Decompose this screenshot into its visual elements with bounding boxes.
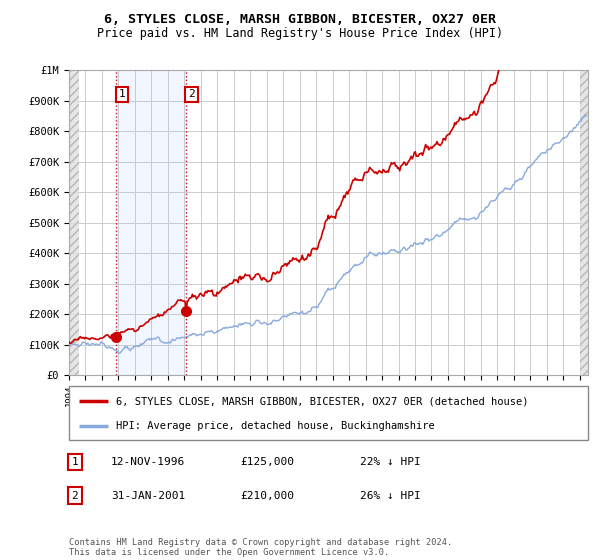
Text: 6, STYLES CLOSE, MARSH GIBBON, BICESTER, OX27 0ER (detached house): 6, STYLES CLOSE, MARSH GIBBON, BICESTER,… <box>116 396 528 407</box>
Text: 1: 1 <box>119 90 125 100</box>
Text: 2: 2 <box>71 491 79 501</box>
Text: 22% ↓ HPI: 22% ↓ HPI <box>360 457 421 467</box>
Text: 12-NOV-1996: 12-NOV-1996 <box>111 457 185 467</box>
Text: £125,000: £125,000 <box>240 457 294 467</box>
Text: 1: 1 <box>71 457 79 467</box>
Text: £210,000: £210,000 <box>240 491 294 501</box>
Text: 31-JAN-2001: 31-JAN-2001 <box>111 491 185 501</box>
Text: 2: 2 <box>188 90 195 100</box>
Text: HPI: Average price, detached house, Buckinghamshire: HPI: Average price, detached house, Buck… <box>116 421 434 431</box>
Text: Price paid vs. HM Land Registry's House Price Index (HPI): Price paid vs. HM Land Registry's House … <box>97 27 503 40</box>
Bar <box>116 70 185 375</box>
Text: 6, STYLES CLOSE, MARSH GIBBON, BICESTER, OX27 0ER: 6, STYLES CLOSE, MARSH GIBBON, BICESTER,… <box>104 13 496 26</box>
FancyBboxPatch shape <box>69 386 588 440</box>
Text: Contains HM Land Registry data © Crown copyright and database right 2024.
This d: Contains HM Land Registry data © Crown c… <box>69 538 452 557</box>
Text: 26% ↓ HPI: 26% ↓ HPI <box>360 491 421 501</box>
